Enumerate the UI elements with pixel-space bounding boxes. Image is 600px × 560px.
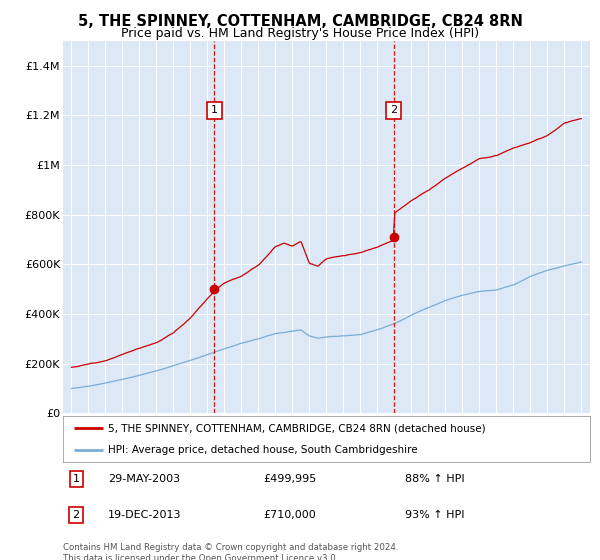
Text: HPI: Average price, detached house, South Cambridgeshire: HPI: Average price, detached house, Sout… <box>108 445 418 455</box>
Text: 1: 1 <box>73 474 80 484</box>
Text: 5, THE SPINNEY, COTTENHAM, CAMBRIDGE, CB24 8RN: 5, THE SPINNEY, COTTENHAM, CAMBRIDGE, CB… <box>77 14 523 29</box>
Text: 93% ↑ HPI: 93% ↑ HPI <box>406 510 465 520</box>
Text: 5, THE SPINNEY, COTTENHAM, CAMBRIDGE, CB24 8RN (detached house): 5, THE SPINNEY, COTTENHAM, CAMBRIDGE, CB… <box>108 423 485 433</box>
Text: 29-MAY-2003: 29-MAY-2003 <box>108 474 180 484</box>
Text: 2: 2 <box>73 510 80 520</box>
Text: Price paid vs. HM Land Registry's House Price Index (HPI): Price paid vs. HM Land Registry's House … <box>121 27 479 40</box>
Text: 19-DEC-2013: 19-DEC-2013 <box>108 510 181 520</box>
Text: 88% ↑ HPI: 88% ↑ HPI <box>406 474 465 484</box>
Text: 2: 2 <box>390 105 397 115</box>
Text: £499,995: £499,995 <box>263 474 316 484</box>
Text: £710,000: £710,000 <box>263 510 316 520</box>
Text: Contains HM Land Registry data © Crown copyright and database right 2024.
This d: Contains HM Land Registry data © Crown c… <box>63 543 398 560</box>
Text: 1: 1 <box>211 105 218 115</box>
